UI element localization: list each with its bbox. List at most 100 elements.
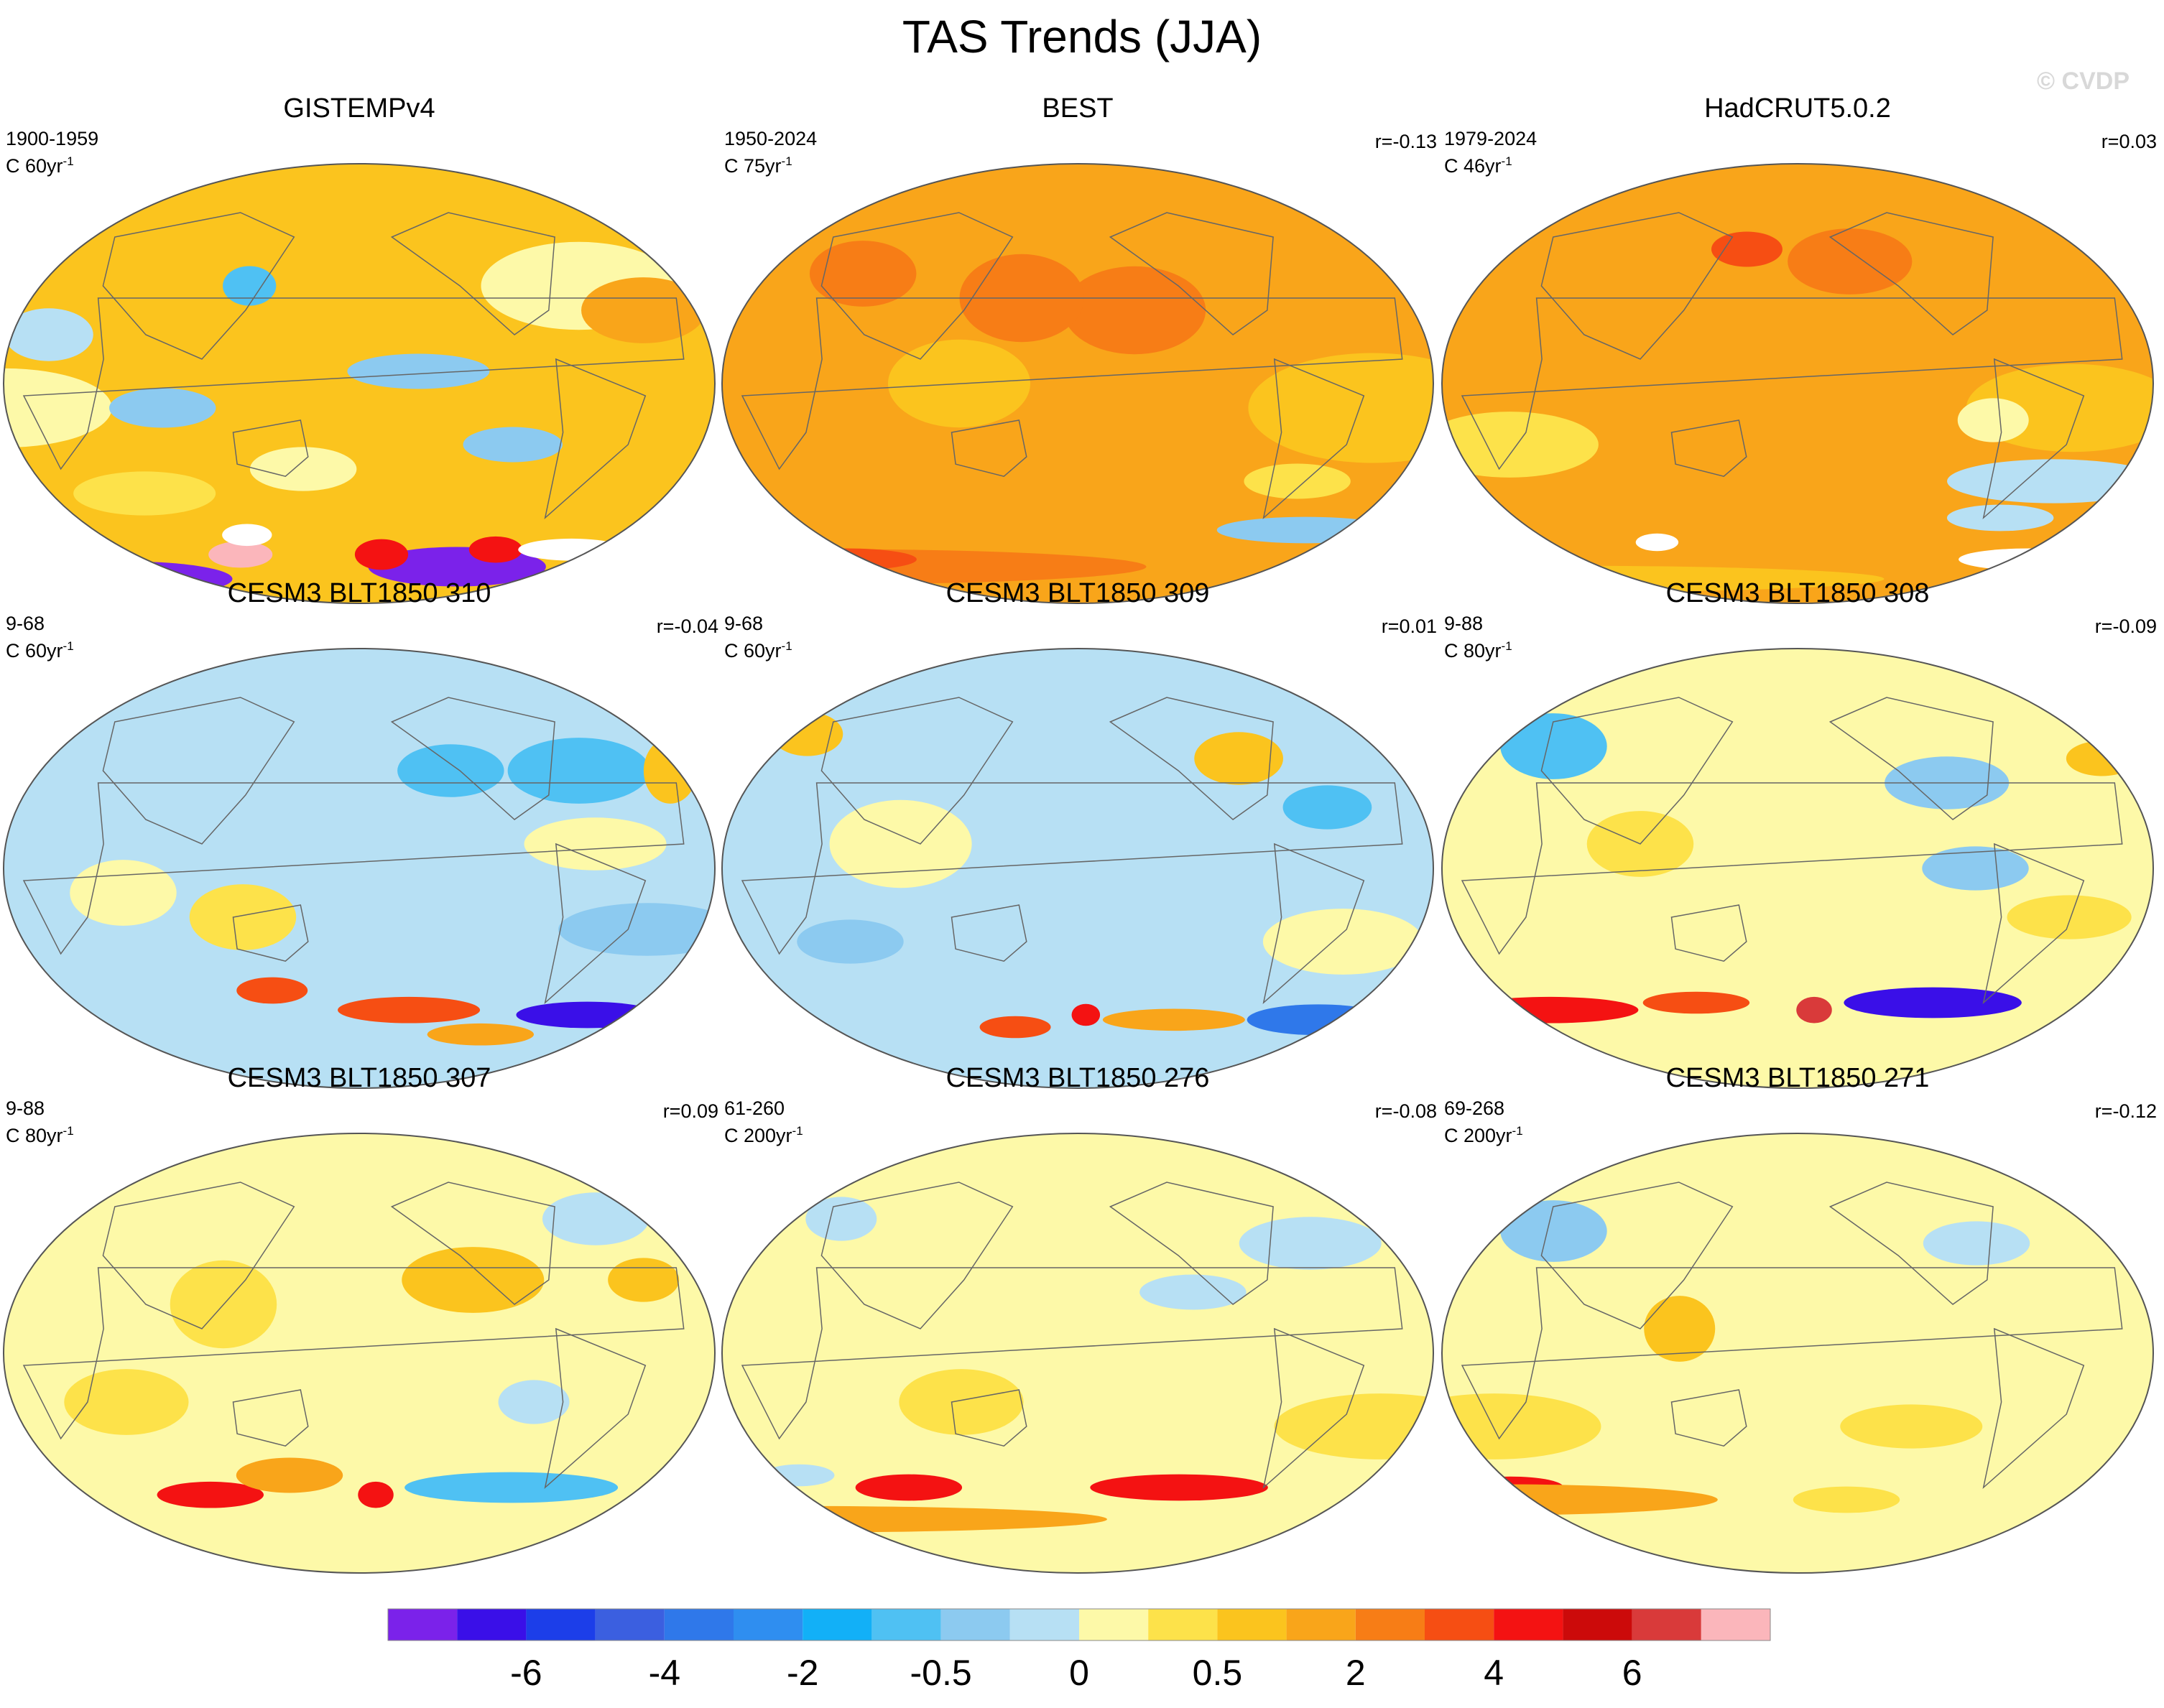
colorbar-box (1079, 1609, 1149, 1640)
panel-period: 1979-2024 (1444, 128, 1538, 149)
trend-patch (1946, 504, 2054, 532)
coastline (390, 1182, 555, 1305)
panel-correlation: r=-0.13 (1374, 131, 1437, 152)
colorbar-label: 0.5 (1193, 1653, 1243, 1693)
colorbar-label: -2 (787, 1653, 818, 1693)
colorbar-label: 2 (1346, 1653, 1366, 1693)
panel-period: 61-260 (724, 1097, 785, 1119)
map-panel: CESM3 BLT1850 308 9-88 C 80yr-1 r=-0.09 (1438, 578, 2157, 1089)
trend-map (3, 648, 716, 1089)
panel-title: GISTEMPv4 (283, 93, 435, 124)
panel-units: C 60yr-1 (724, 639, 792, 662)
trend-patch (108, 388, 216, 428)
colorbar-box (803, 1609, 872, 1640)
trend-patch (1282, 785, 1372, 830)
trend-patch (498, 1380, 570, 1424)
coastline (1109, 1182, 1274, 1305)
colorbar-label: 4 (1484, 1653, 1504, 1693)
coastline (232, 419, 309, 478)
panel-title: CESM3 BLT1850 309 (945, 578, 1210, 608)
trend-patch (1840, 1404, 1983, 1449)
trend-patch (1923, 1221, 2030, 1266)
map-border (1441, 1133, 2154, 1574)
map-panel: BEST 1950-2024 C 75yr-1 r=-0.13 (718, 93, 1437, 604)
panel-units: C 60yr-1 (6, 639, 74, 662)
trend-map (721, 163, 1434, 604)
trend-patch (772, 712, 843, 756)
map-border (3, 163, 716, 604)
southern-ocean-patch (358, 1481, 394, 1508)
colorbar-label: 0 (1069, 1653, 1089, 1693)
panel-title: CESM3 BLT1850 307 (227, 1063, 491, 1093)
panel-title: CESM3 BLT1850 276 (945, 1063, 1210, 1093)
panel-correlation: r=0.01 (1381, 616, 1437, 637)
trend-patch (2007, 895, 2132, 939)
coastline (741, 297, 1403, 470)
map-background (4, 164, 715, 603)
coastline (1262, 843, 1365, 1005)
map-border (721, 648, 1434, 1089)
trend-map (3, 1133, 716, 1574)
trend-map (721, 648, 1434, 1089)
panel-units: C 80yr-1 (1444, 639, 1512, 662)
southern-ocean-patch (855, 1474, 963, 1501)
panel-period: 9-88 (6, 1097, 45, 1119)
colorbar-box (1148, 1609, 1218, 1640)
coastline (1461, 297, 2123, 470)
trend-patch (64, 1369, 189, 1435)
panel-period: 9-68 (724, 613, 764, 634)
coastline (1982, 358, 2085, 520)
trend-patch (1063, 266, 1206, 355)
colorbar-box (940, 1609, 1010, 1640)
coastline (1461, 782, 2123, 955)
southern-ocean-patch (1959, 548, 2101, 571)
panel-period: 69-268 (1444, 1097, 1505, 1119)
panel-title: HadCRUT5.0.2 (1704, 93, 1891, 124)
trend-patch (1500, 713, 1607, 779)
trend-patch (249, 447, 357, 491)
trend-patch (805, 1197, 877, 1241)
trend-patch (1244, 463, 1351, 499)
southern-ocean-patch (338, 996, 481, 1024)
southern-ocean-patch (1635, 533, 1679, 552)
southern-ocean-patch (1796, 996, 1832, 1024)
trend-patch (1262, 909, 1423, 975)
coastline (1828, 697, 1994, 820)
southern-ocean-patch (518, 538, 625, 561)
trend-patch (1947, 459, 2153, 503)
trend-patch (402, 1247, 545, 1313)
colorbar-box (388, 1609, 458, 1640)
colorbar-label: -6 (510, 1653, 542, 1693)
panel-correlation: r=0.03 (2101, 131, 2157, 152)
coastline (820, 697, 1014, 845)
coastline (544, 358, 647, 520)
map-border (3, 1133, 716, 1574)
colorbar-box (871, 1609, 941, 1640)
map-border (3, 648, 716, 1089)
trend-patch (809, 241, 917, 307)
panel-units: C 80yr-1 (6, 1124, 74, 1146)
southern-ocean-patch (1216, 516, 1395, 544)
trend-map (1441, 1133, 2154, 1574)
coastline (1670, 1389, 1747, 1447)
panel-correlation: r=-0.12 (2094, 1100, 2157, 1122)
southern-ocean-patch (157, 1481, 264, 1508)
southern-ocean-patch (1102, 1008, 1245, 1031)
trend-patch (73, 471, 216, 516)
map-background (4, 1133, 715, 1573)
trend-patch (829, 799, 972, 888)
trend-patch (1500, 1200, 1607, 1262)
colorbar-box (1009, 1609, 1079, 1640)
southern-ocean-patch (222, 524, 272, 547)
cvdp-watermark: © CVDP (2037, 68, 2130, 95)
coastline (232, 1389, 309, 1447)
colorbar-box (734, 1609, 803, 1640)
colorbar-label: 6 (1622, 1653, 1642, 1693)
map-panel: HadCRUT5.0.2 1979-2024 C 46yr-1 r=0.03 (1438, 93, 2157, 604)
colorbar-frame (387, 1608, 1771, 1641)
map-panel: CESM3 BLT1850 310 9-68 C 60yr-1 r=-0.04 (0, 578, 718, 1089)
colorbar-box (664, 1609, 734, 1640)
colorbar: -6 -4 -2 -0.5 0 0.5 2 4 6 (387, 1608, 1771, 1693)
southern-ocean-patch (774, 548, 917, 571)
coastline (1262, 358, 1365, 520)
